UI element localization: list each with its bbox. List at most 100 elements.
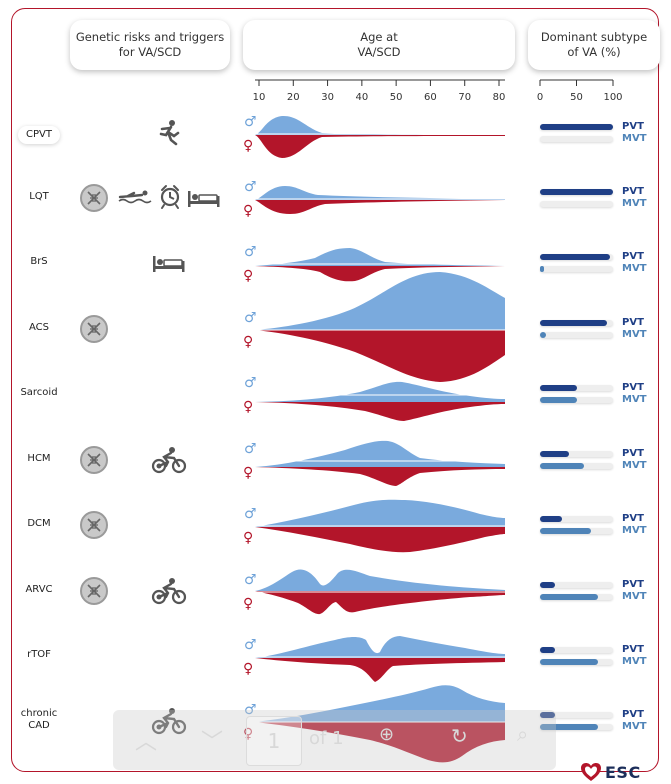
pvt-bar xyxy=(540,582,555,588)
pvt-bar xyxy=(540,320,608,326)
mvt-bar xyxy=(540,397,577,403)
header-age: Age at VA/SCD xyxy=(243,20,515,70)
lqt-female-distribution xyxy=(255,200,505,214)
pvt-bar xyxy=(540,124,613,130)
page-count: of 1 xyxy=(309,728,344,749)
header-genetic-text: Genetic risks and triggers for VA/SCD xyxy=(75,30,225,59)
age-tick-label: 20 xyxy=(287,92,300,103)
dna-icon xyxy=(80,315,108,343)
pvt-bar xyxy=(540,516,562,522)
mvt-label: MVT xyxy=(622,329,647,340)
female-symbol-icon: ♀ xyxy=(243,661,253,677)
row-label: rTOF xyxy=(27,649,51,660)
dcm-female-distribution xyxy=(255,527,505,553)
pvt-label: PVT xyxy=(622,121,644,132)
sarcoid-female-distribution xyxy=(255,402,505,421)
female-symbol-icon: ♀ xyxy=(243,138,253,154)
mvt-label: MVT xyxy=(622,460,647,471)
mvt-label: MVT xyxy=(622,656,647,667)
cpvt-male-distribution xyxy=(255,115,505,135)
mvt-label: MVT xyxy=(622,525,647,536)
dna-icon xyxy=(80,577,108,605)
rotate-icon[interactable]: ↻ xyxy=(451,724,468,748)
row-label: HCM xyxy=(27,453,51,464)
male-symbol-icon: ♂ xyxy=(244,114,257,130)
mvt-label: MVT xyxy=(622,263,647,274)
age-tick-label: 80 xyxy=(493,92,506,103)
swimming-icon xyxy=(118,190,152,204)
row-label: DCM xyxy=(27,518,51,529)
mvt-label: MVT xyxy=(622,133,647,144)
pvt-label: PVT xyxy=(622,644,644,655)
dcm-male-distribution xyxy=(255,499,505,527)
mvt-bar xyxy=(540,463,584,469)
brs-male-distribution xyxy=(255,248,505,266)
chevron-down-icon[interactable]: ﹀ xyxy=(201,730,224,755)
pvt-label: PVT xyxy=(622,513,644,524)
subtype-tick-label: 0 xyxy=(537,92,543,103)
cycling-icon xyxy=(151,708,187,735)
female-symbol-icon: ♀ xyxy=(243,530,253,546)
mvt-track xyxy=(540,397,613,403)
pdf-viewer-toolbar: ︿ ﹀ 1 of 1 ⊕ ↻ ⌕ xyxy=(113,710,556,770)
mvt-label: MVT xyxy=(622,394,647,405)
pvt-track xyxy=(540,647,613,653)
female-symbol-icon: ♀ xyxy=(243,596,253,612)
female-symbol-icon: ♀ xyxy=(243,465,253,481)
age-tick-label: 70 xyxy=(458,92,471,103)
subtype-axis-ticks: 0 50 100 xyxy=(537,80,623,103)
pvt-label: PVT xyxy=(622,317,644,328)
esc-logo-text: ESC xyxy=(605,762,641,782)
mvt-track xyxy=(540,136,613,142)
pvt-label: PVT xyxy=(622,382,644,393)
dna-icon xyxy=(80,184,108,212)
search-icon[interactable]: ⌕ xyxy=(517,722,529,746)
age-tick-label: 10 xyxy=(253,92,266,103)
arvc-female-distribution xyxy=(255,591,505,615)
male-symbol-icon: ♂ xyxy=(244,702,257,718)
dna-icon xyxy=(80,446,108,474)
female-symbol-icon: ♀ xyxy=(243,726,253,742)
cycling-icon xyxy=(151,578,187,605)
arvc-male-distribution xyxy=(255,569,505,591)
alarm-clock-icon xyxy=(160,185,180,209)
pvt-track xyxy=(540,451,613,457)
age-tick-label: 60 xyxy=(424,92,437,103)
header-subtype-text: Dominant subtype of VA (%) xyxy=(540,30,648,59)
mvt-bar xyxy=(540,724,599,730)
mvt-bar xyxy=(540,659,599,665)
male-symbol-icon: ♂ xyxy=(244,506,257,522)
header-subtype: Dominant subtype of VA (%) xyxy=(528,20,660,70)
pvt-label: PVT xyxy=(622,579,644,590)
chevron-up-icon[interactable]: ︿ xyxy=(135,730,158,755)
lqt-male-distribution xyxy=(255,186,505,200)
row-label: LQT xyxy=(29,191,49,202)
male-symbol-icon: ♂ xyxy=(244,375,257,391)
male-symbol-icon: ♂ xyxy=(244,637,257,653)
pvt-bar xyxy=(540,647,555,653)
acs-female-distribution xyxy=(255,330,505,382)
sarcoid-male-distribution xyxy=(255,381,505,402)
pvt-bar xyxy=(540,254,611,260)
male-symbol-icon: ♂ xyxy=(244,441,257,457)
dna-icon xyxy=(80,511,108,539)
row-label: Sarcoid xyxy=(20,387,58,398)
trigger-icons xyxy=(118,120,220,735)
zoom-in-icon[interactable]: ⊕ xyxy=(379,724,395,745)
header-genetic-risks: Genetic risks and triggers for VA/SCD xyxy=(70,20,230,70)
pvt-label: PVT xyxy=(622,709,644,720)
cad-male-distribution xyxy=(255,685,505,722)
male-symbol-icon: ♂ xyxy=(244,244,257,260)
age-axis-ticks: 10 20 30 40 50 60 70 80 xyxy=(253,80,506,103)
subtype-tick-label: 50 xyxy=(570,92,583,103)
cpvt-female-distribution xyxy=(255,135,505,158)
mvt-label: MVT xyxy=(622,591,647,602)
pvt-track xyxy=(540,712,613,718)
subtype-tick-label: 100 xyxy=(603,92,622,103)
mvt-track xyxy=(540,266,613,272)
age-tick-label: 50 xyxy=(390,92,403,103)
sex-symbols: ♂ ♀ ♂ ♀ ♂ ♀ ♂ ♀ ♂ ♀ ♂ ♀ ♂ ♀ ♂ ♀ ♂ ♀ ♂ ♀ xyxy=(243,114,505,742)
page-number-input[interactable]: 1 xyxy=(246,716,302,766)
mvt-bar xyxy=(540,528,592,534)
pvt-label: PVT xyxy=(622,448,644,459)
